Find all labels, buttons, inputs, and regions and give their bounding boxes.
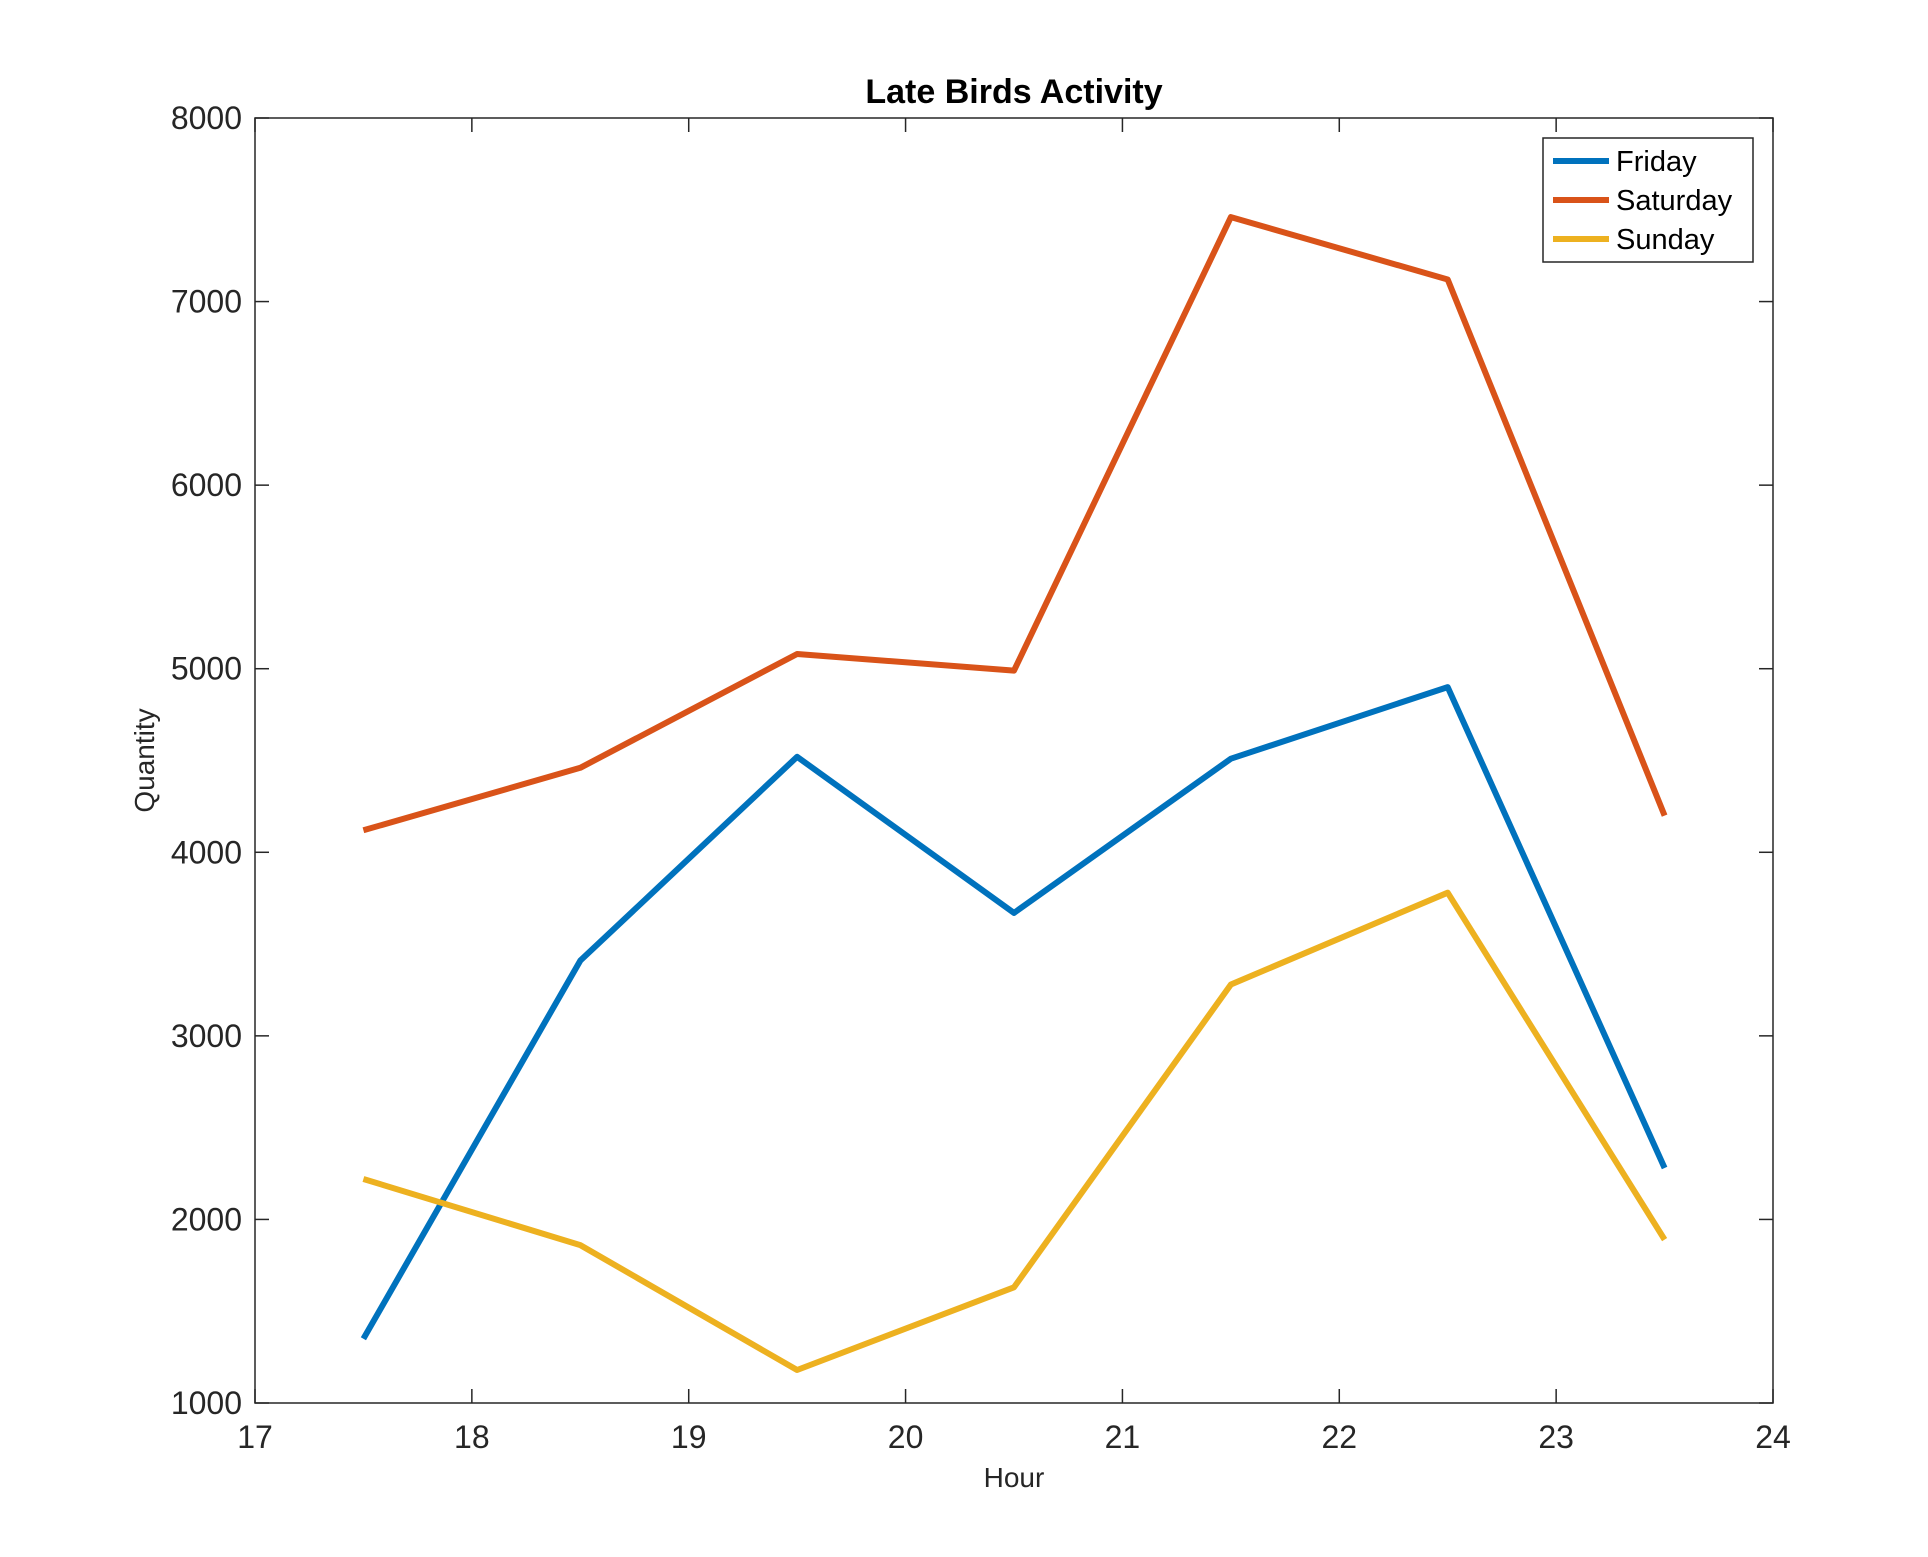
x-tick-label: 20	[888, 1419, 924, 1455]
x-tick-label: 23	[1538, 1419, 1574, 1455]
data-point-saturday	[577, 765, 583, 771]
series-line-friday	[360, 684, 1668, 1341]
series-line-sunday	[362, 889, 1668, 1373]
data-point-friday	[1445, 684, 1451, 690]
x-tick-label: 17	[237, 1419, 273, 1455]
data-point-saturday	[1228, 214, 1234, 220]
legend-label-sunday: Sunday	[1616, 224, 1715, 256]
y-tick-label: 2000	[171, 1201, 242, 1237]
legend-label-saturday: Saturday	[1616, 185, 1733, 217]
data-point-friday	[794, 754, 800, 760]
x-tick-label: 18	[454, 1419, 490, 1455]
y-axis-title: Quantity	[129, 708, 160, 812]
x-axis-title: Hour	[984, 1462, 1045, 1493]
y-tick-label: 8000	[171, 100, 242, 136]
data-point-sunday	[1445, 890, 1451, 896]
y-tick-label: 4000	[171, 834, 242, 870]
x-tick-label: 21	[1105, 1419, 1141, 1455]
y-tick-label: 6000	[171, 467, 242, 503]
y-tick-label: 1000	[171, 1385, 242, 1421]
x-tick-label: 24	[1755, 1419, 1791, 1455]
data-point-saturday	[1011, 668, 1017, 674]
data-point-friday	[1011, 910, 1017, 916]
data-point-sunday	[360, 1176, 366, 1182]
data-point-sunday	[794, 1367, 800, 1373]
series-line-saturday	[362, 214, 1668, 834]
chart-title: Late Birds Activity	[865, 73, 1162, 111]
data-point-friday	[360, 1336, 366, 1342]
data-point-sunday	[1011, 1284, 1017, 1290]
y-tick-label: 3000	[171, 1018, 242, 1054]
legend-label-friday: Friday	[1616, 146, 1697, 178]
x-tick-label: 19	[671, 1419, 707, 1455]
data-point-sunday	[1228, 981, 1234, 987]
y-tick-label: 7000	[171, 284, 242, 320]
x-tick-label: 22	[1321, 1419, 1357, 1455]
data-point-friday	[1662, 1165, 1668, 1171]
y-tick-label: 5000	[171, 651, 242, 687]
data-point-friday	[1228, 756, 1234, 762]
data-point-saturday	[794, 651, 800, 657]
data-point-saturday	[1445, 277, 1451, 283]
plot-area-box	[254, 117, 1774, 1404]
data-point-saturday	[360, 827, 366, 833]
data-point-sunday	[1662, 1237, 1668, 1243]
data-point-sunday	[577, 1242, 583, 1248]
data-point-friday	[577, 958, 583, 964]
legend: Friday Saturday Sunday	[1542, 137, 1754, 263]
data-point-saturday	[1662, 813, 1668, 819]
